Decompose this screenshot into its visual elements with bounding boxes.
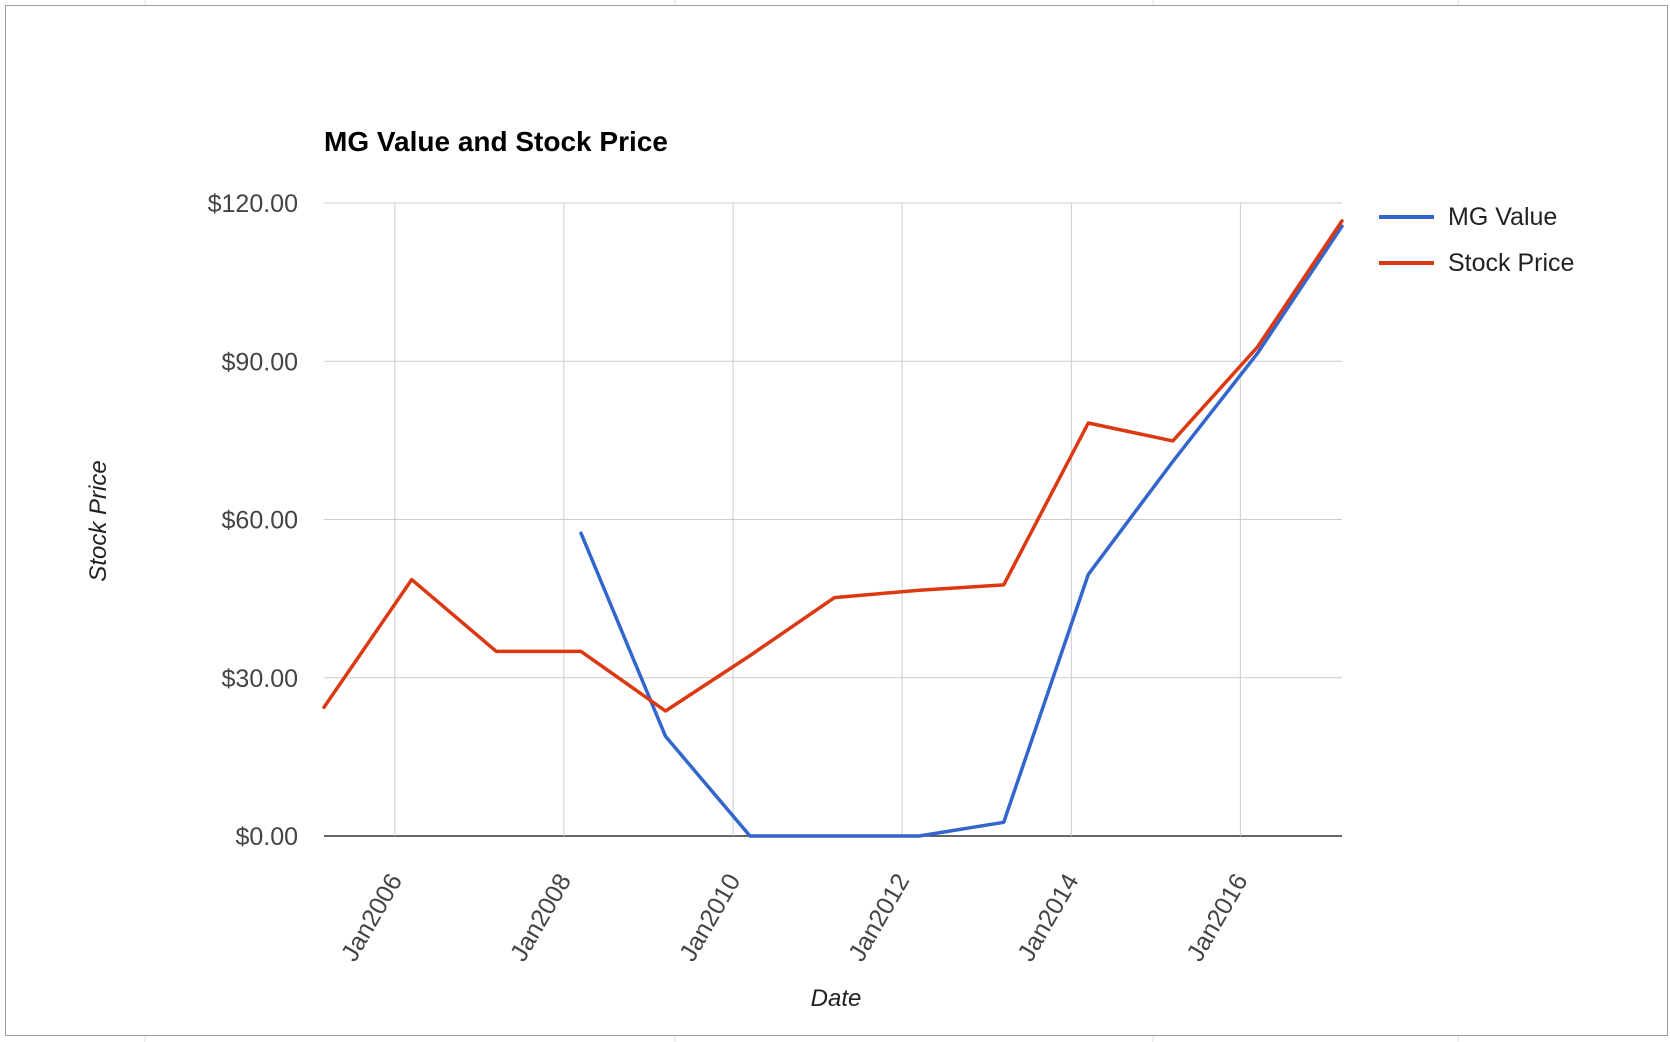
data-point-stock-price[interactable] — [915, 586, 923, 594]
legend-item-stock-price[interactable]: Stock Price — [1379, 249, 1574, 277]
data-point-stock-price[interactable] — [408, 576, 416, 584]
chart-title: MG Value and Stock Price — [324, 126, 668, 157]
y-axis-label: Stock Price — [85, 460, 112, 581]
series-line-stock-price[interactable] — [322, 219, 1344, 713]
data-point-mg-value[interactable] — [662, 732, 670, 740]
x-tick-label: Jan2012 — [843, 869, 915, 966]
data-point-stock-price[interactable] — [1254, 343, 1262, 351]
x-tick-label: Jan2016 — [1181, 869, 1253, 966]
data-point-stock-price[interactable] — [746, 652, 754, 660]
y-axis-ticks: $0.00 $30.00 $60.00 $90.00 $120.00 — [208, 190, 298, 851]
y-tick-label: $60.00 — [222, 507, 298, 535]
x-axis-ticks: Jan2006 Jan2008 Jan2010 Jan2012 Jan2014 Jan20… — [336, 869, 1254, 966]
gridlines — [324, 202, 1342, 837]
data-point-stock-price[interactable] — [1000, 581, 1008, 589]
data-point-mg-value[interactable] — [1000, 818, 1008, 826]
y-tick-label: $30.00 — [222, 665, 298, 693]
y-tick-label: $0.00 — [235, 823, 298, 851]
x-tick-label: Jan2010 — [674, 869, 746, 966]
data-point-stock-price[interactable] — [831, 594, 839, 602]
data-point-mg-value[interactable] — [577, 529, 585, 537]
legend-item-mg-value[interactable]: MG Value — [1379, 203, 1557, 231]
data-point-mg-value[interactable] — [831, 832, 839, 840]
data-point-stock-price[interactable] — [1169, 437, 1177, 445]
series-line-mg-value[interactable] — [579, 224, 1344, 838]
data-point-stock-price[interactable] — [577, 647, 585, 655]
data-point-stock-price[interactable] — [1084, 419, 1092, 427]
x-tick-label: Jan2006 — [336, 869, 408, 966]
data-point-stock-price[interactable] — [492, 647, 500, 655]
x-tick-label: Jan2008 — [505, 869, 577, 966]
x-tick-label: Jan2014 — [1012, 869, 1084, 966]
legend-label-mg-value: MG Value — [1448, 203, 1557, 231]
series-lines — [320, 217, 1346, 840]
legend: MG Value Stock Price — [1379, 203, 1574, 277]
data-point-stock-price[interactable] — [662, 707, 670, 715]
data-point-mg-value[interactable] — [1084, 570, 1092, 578]
data-point-stock-price[interactable] — [1338, 217, 1346, 225]
data-point-stock-price[interactable] — [320, 703, 328, 711]
line-chart: MG Value and Stock Price $0.00 $30.00 $60.… — [85, 126, 1574, 1012]
data-point-mg-value[interactable] — [1169, 458, 1177, 466]
legend-label-stock-price: Stock Price — [1448, 249, 1574, 277]
y-tick-label: $90.00 — [222, 348, 298, 376]
data-point-mg-value[interactable] — [746, 832, 754, 840]
chart-container[interactable]: MG Value and Stock Price $0.00 $30.00 $60.… — [5, 5, 1668, 1036]
x-axis-label: Date — [811, 985, 862, 1012]
y-tick-label: $120.00 — [208, 190, 298, 218]
data-point-mg-value[interactable] — [915, 832, 923, 840]
